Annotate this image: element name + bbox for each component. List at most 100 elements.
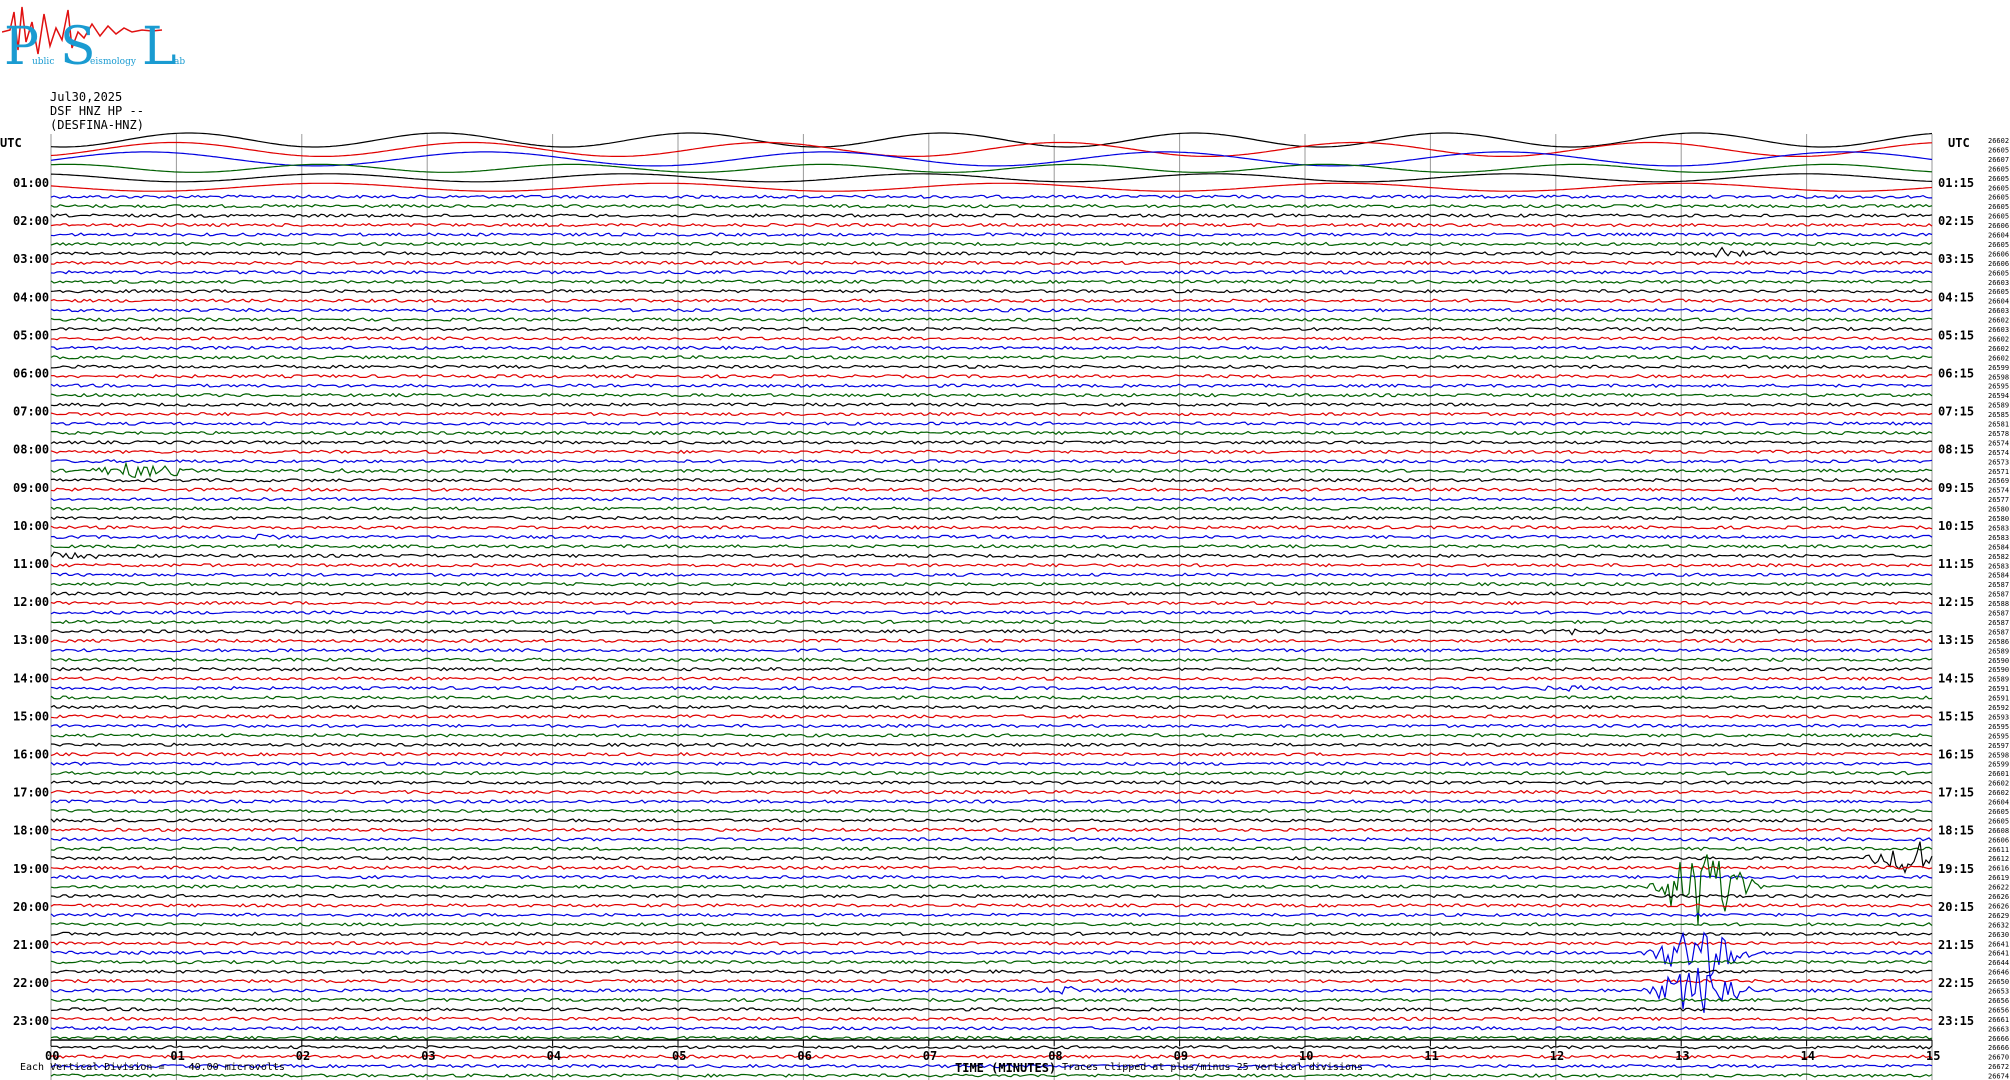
logo-letter-l: L <box>142 17 177 76</box>
trace-line <box>50 874 1933 880</box>
trace-line <box>50 336 1933 341</box>
trace-line <box>50 194 1932 199</box>
trace-line <box>50 402 1932 407</box>
trace-line <box>50 959 1933 965</box>
minute-tick-label: 08 <box>1048 1049 1062 1063</box>
hour-label-right: 13:15 <box>1938 633 1974 647</box>
hour-label-right: 08:15 <box>1938 443 1974 457</box>
trace-line <box>50 132 1933 148</box>
hour-label-left: 16:00 <box>13 748 49 762</box>
hour-label-left: 14:00 <box>13 671 49 685</box>
trace-line <box>50 1063 1933 1069</box>
trace-line <box>50 657 1933 663</box>
trace-count-label: 26650 <box>1988 978 2009 986</box>
trace-line <box>50 846 1933 852</box>
trace-count-label: 26569 <box>1988 477 2009 485</box>
minute-tick-label: 10 <box>1299 1049 1313 1063</box>
trace-line <box>50 364 1933 370</box>
trace-line <box>50 525 1933 530</box>
trace-count-label: 26584 <box>1988 543 2009 551</box>
trace-line <box>50 421 1933 426</box>
minute-tick-label: 07 <box>923 1049 937 1063</box>
trace-count-label: 26605 <box>1988 184 2009 192</box>
trace-count-label: 26591 <box>1988 695 2009 703</box>
trace-line <box>50 345 1933 351</box>
trace-count-label: 26607 <box>1988 156 2009 164</box>
trace-line <box>51 326 1933 332</box>
hour-label-left: 05:00 <box>13 328 49 342</box>
trace-line <box>50 808 1933 814</box>
trace-count-label: 26586 <box>1988 638 2009 646</box>
trace-line <box>50 752 1933 757</box>
trace-count-label: 26604 <box>1988 799 2009 807</box>
trace-line <box>50 430 1933 436</box>
trace-count-label: 26580 <box>1988 515 2009 523</box>
hour-label-right: 09:15 <box>1938 481 1974 495</box>
trace-line <box>50 449 1933 455</box>
trace-count-label: 26663 <box>1988 1025 2009 1033</box>
hour-label-left: 08:00 <box>13 443 49 457</box>
trace-count-label: 26606 <box>1988 836 2009 844</box>
trace-count-label: 26605 <box>1988 175 2009 183</box>
trace-count-label: 26589 <box>1988 402 2009 410</box>
utc-label-right: UTC <box>1948 136 1970 150</box>
trace-line <box>50 163 1933 173</box>
trace-line <box>50 581 1933 587</box>
hour-label-right: 05:15 <box>1938 328 1974 342</box>
trace-line <box>50 648 1933 653</box>
trace-line <box>50 392 1933 398</box>
footer-scale-note: Each Vertical Division = 40.00 microvolt… <box>20 1062 285 1073</box>
trace-count-label: 26653 <box>1988 988 2009 996</box>
trace-line <box>50 997 1933 1003</box>
trace-line <box>50 799 1933 804</box>
trace-count-label: 26581 <box>1988 421 2009 429</box>
trace-count-label: 26672 <box>1988 1063 2009 1071</box>
hour-label-right: 14:15 <box>1938 671 1974 685</box>
trace-count-label: 26661 <box>1988 1016 2009 1024</box>
trace-line <box>50 1073 1933 1078</box>
trace-line <box>51 1044 1933 1050</box>
trace-count-label: 26605 <box>1988 288 2009 296</box>
hour-label-left: 23:00 <box>13 1014 49 1028</box>
trace-count-label: 26656 <box>1988 1006 2009 1014</box>
trace-count-label: 26626 <box>1988 893 2009 901</box>
hour-label-left: 09:00 <box>13 481 49 495</box>
trace-count-label: 26587 <box>1988 581 2009 589</box>
trace-count-label: 26605 <box>1988 165 2009 173</box>
minute-tick-label: 13 <box>1675 1049 1689 1063</box>
trace-count-label: 26619 <box>1988 874 2009 882</box>
minute-tick-label: 09 <box>1174 1049 1188 1063</box>
minute-tick-label: 03 <box>421 1049 435 1063</box>
trace-line <box>50 610 1933 615</box>
trace-line <box>50 1016 1933 1022</box>
trace-line <box>50 676 1933 681</box>
trace-line <box>50 461 1933 479</box>
trace-count-label: 26574 <box>1988 449 2009 457</box>
trace-count-label: 26597 <box>1988 742 2009 750</box>
trace-count-label: 26602 <box>1988 780 2009 788</box>
trace-line <box>50 222 1933 228</box>
trace-count-label: 26583 <box>1988 534 2009 542</box>
logo-letter-s: S <box>60 17 96 76</box>
trace-line <box>50 288 1933 294</box>
trace-line <box>50 411 1933 417</box>
trace-line <box>50 544 1933 549</box>
trace-line <box>50 1054 1933 1059</box>
trace-count-label: 26574 <box>1988 439 2009 447</box>
trace-line <box>50 141 1933 157</box>
minute-tick-label: 02 <box>296 1049 310 1063</box>
logo-seismic-wave <box>2 6 163 55</box>
header-station: DSF HNZ HP -- <box>50 104 144 118</box>
hour-label-left: 10:00 <box>13 519 49 533</box>
hour-label-right: 06:15 <box>1938 367 1974 381</box>
trace-line <box>50 912 1933 918</box>
trace-count-label: 26580 <box>1988 506 2009 514</box>
trace-line <box>50 695 1933 700</box>
trace-line <box>50 666 1932 672</box>
trace-count-label: 26587 <box>1988 628 2009 636</box>
trace-count-label: 26585 <box>1988 411 2009 419</box>
psl-logo: P S L ublic eismology ab <box>2 6 185 76</box>
trace-count-label: 26583 <box>1988 524 2009 532</box>
trace-line <box>50 213 1933 218</box>
